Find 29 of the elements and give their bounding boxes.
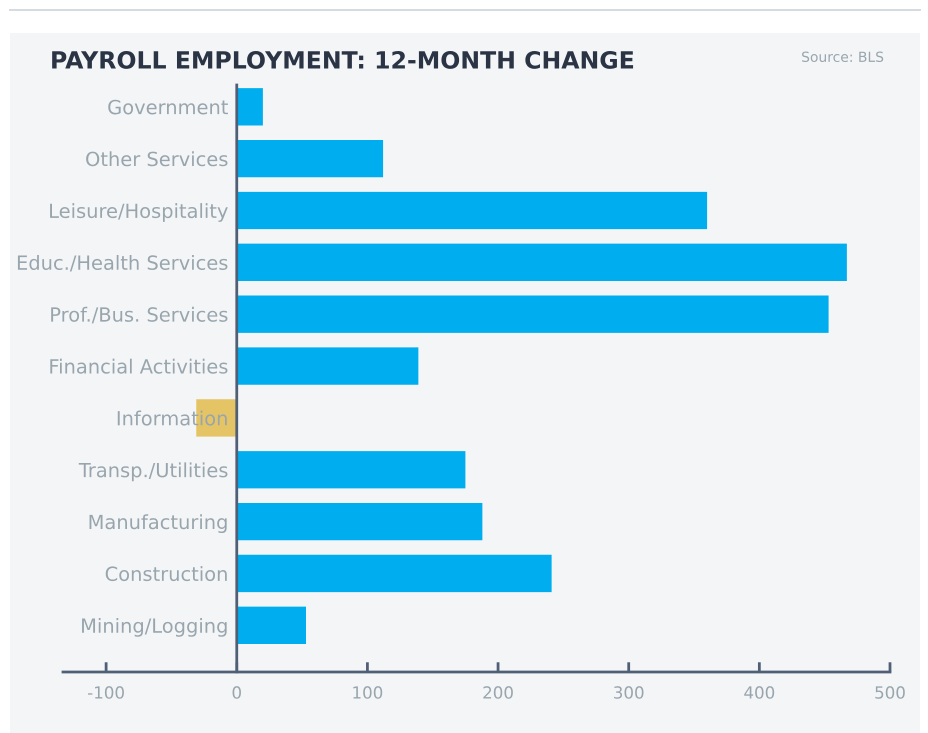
y-tick-label: Manufacturing xyxy=(90,514,227,534)
y-tick-label: Other Services xyxy=(86,151,228,166)
y-tick-label: Educ./Health Services xyxy=(18,254,228,272)
x-tick-label: 200 xyxy=(483,686,513,699)
x-tick-label: 0 xyxy=(232,686,241,699)
y-tick-label: Transp./Utilities xyxy=(78,462,228,482)
chart-title: PAYROLL EMPLOYMENT: 12-MONTH CHANGE xyxy=(52,50,634,69)
x-tick-label: 400 xyxy=(744,686,774,699)
bar xyxy=(236,140,384,178)
y-tick-label: Financial Activities xyxy=(50,358,228,374)
source-note: Source: BLS xyxy=(802,52,884,62)
bar xyxy=(236,606,306,644)
x-tick-label: 500 xyxy=(875,686,905,699)
bar xyxy=(236,244,847,282)
bar xyxy=(236,502,482,540)
bar xyxy=(236,192,708,230)
y-tick-label: Prof./Bus. Services xyxy=(51,306,228,324)
y-tick-label: Government xyxy=(108,100,228,114)
x-tick-label: 100 xyxy=(353,686,382,699)
bar xyxy=(236,347,418,385)
y-tick-label: Leisure/Hospitality xyxy=(50,203,228,222)
bar xyxy=(236,554,552,592)
y-tick-label: Construction xyxy=(106,566,227,582)
bar xyxy=(236,451,466,488)
y-tick-label: Mining/Logging xyxy=(82,618,227,637)
bar xyxy=(236,296,829,333)
x-tick-label: 300 xyxy=(614,686,644,699)
bar xyxy=(236,88,263,126)
x-tick-label: -100 xyxy=(88,686,124,699)
